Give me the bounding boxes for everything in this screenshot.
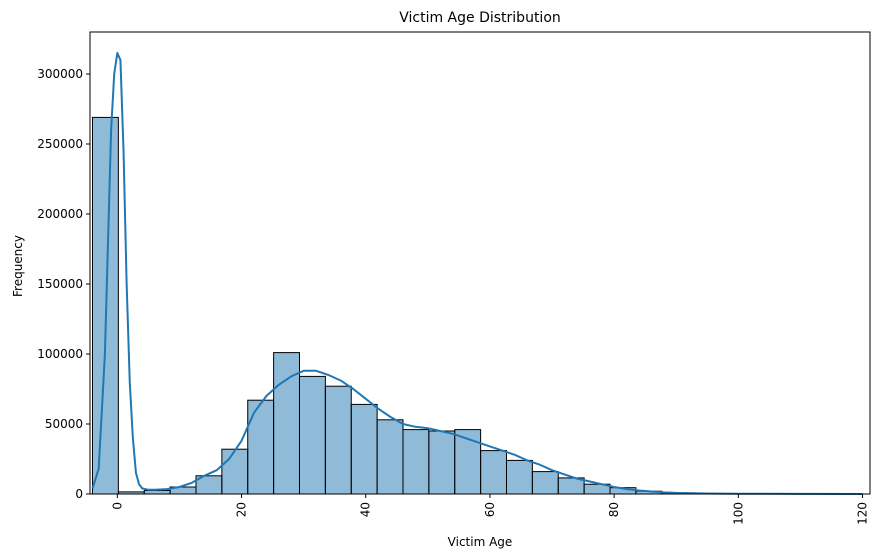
x-tick-label: 100: [731, 502, 745, 525]
y-tick-label: 250000: [37, 137, 83, 151]
x-axis-ticks: 0 20 40 60 80 100 120: [110, 494, 870, 525]
y-tick-label: 0: [75, 487, 83, 501]
histogram-bar: [273, 352, 300, 495]
x-tick-label: 60: [483, 502, 497, 517]
histogram-bar: [221, 448, 249, 495]
histogram-bar: [376, 419, 404, 495]
x-tick-label: 40: [359, 502, 373, 517]
histogram-bar: [531, 471, 559, 495]
histogram-bar: [143, 490, 171, 495]
y-tick-label: 200000: [37, 207, 83, 221]
histogram-bar: [247, 399, 275, 495]
y-axis-ticks: 0 50000 100000 150000 200000 250000 300000: [37, 67, 90, 501]
y-tick-label: 100000: [37, 347, 83, 361]
x-axis-label: Victim Age: [448, 535, 513, 549]
histogram-bars: [91, 116, 870, 495]
kde-density-line: [91, 52, 863, 495]
x-tick-label: 120: [856, 502, 870, 525]
histogram-bar: [402, 429, 430, 495]
y-tick-label: 50000: [45, 417, 83, 431]
chart-title: Victim Age Distribution: [399, 10, 561, 26]
plot-frame: [89, 31, 871, 495]
histogram-bar: [454, 429, 482, 495]
x-tick-label: 20: [235, 502, 249, 517]
x-tick-label: 0: [110, 502, 124, 510]
histogram-bar: [350, 403, 378, 495]
histogram-bar: [324, 385, 352, 495]
y-tick-label: 300000: [37, 67, 83, 81]
histogram-bar: [298, 375, 326, 495]
histogram-bar: [505, 459, 533, 495]
y-axis-label: Frequency: [11, 235, 25, 297]
y-tick-label: 150000: [37, 277, 83, 291]
x-tick-label: 80: [607, 502, 621, 517]
histogram-bar: [480, 450, 507, 495]
histogram-bar: [428, 430, 456, 495]
